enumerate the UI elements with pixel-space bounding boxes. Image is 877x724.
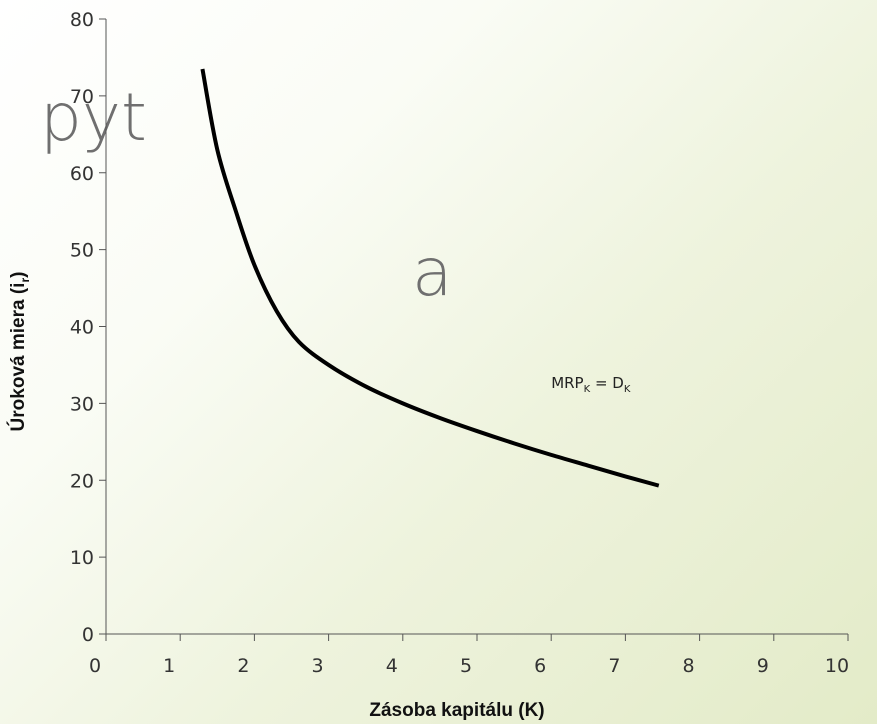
y-tick-label: 80 bbox=[70, 9, 94, 31]
x-axis-title: Zásoba kapitálu (K) bbox=[369, 700, 544, 721]
axes bbox=[105, 19, 848, 635]
y-tick-label: 10 bbox=[70, 547, 94, 569]
mrp-demand-curve bbox=[200, 68, 660, 488]
y-tick-label: 60 bbox=[70, 163, 94, 185]
ticks: 0 1 2 3 4 5 6 7 8 9 10 0 10 20 30 40 50 60 70 80 bbox=[70, 9, 849, 677]
x-tick-label: 0 bbox=[89, 655, 101, 677]
y-tick-label: 40 bbox=[70, 317, 94, 339]
y-tick-label: 20 bbox=[70, 470, 94, 492]
series-layer bbox=[200, 68, 660, 488]
x-tick-label: 6 bbox=[534, 655, 546, 677]
y-axis-title: Úroková miera (ir) bbox=[7, 272, 32, 432]
x-tick-label: 7 bbox=[608, 655, 620, 677]
x-tick-label: 3 bbox=[312, 655, 324, 677]
x-tick-label: 4 bbox=[386, 655, 398, 677]
y-tick-label: 30 bbox=[70, 393, 94, 415]
y-tick-label: 70 bbox=[70, 86, 94, 108]
y-tick-label: 50 bbox=[70, 240, 94, 262]
y-tick-label: 0 bbox=[82, 624, 94, 646]
background-title-fragment: pyt bbox=[40, 79, 147, 156]
x-tick-label: 9 bbox=[757, 655, 769, 677]
curve-label: MRPK = DK bbox=[551, 374, 631, 395]
x-tick-label: 2 bbox=[237, 655, 249, 677]
background-subtitle-fragment: a bbox=[412, 234, 452, 311]
x-tick-label: 10 bbox=[825, 655, 849, 677]
x-tick-label: 5 bbox=[460, 655, 472, 677]
x-tick-label: 8 bbox=[683, 655, 695, 677]
x-tick-label: 1 bbox=[163, 655, 175, 677]
